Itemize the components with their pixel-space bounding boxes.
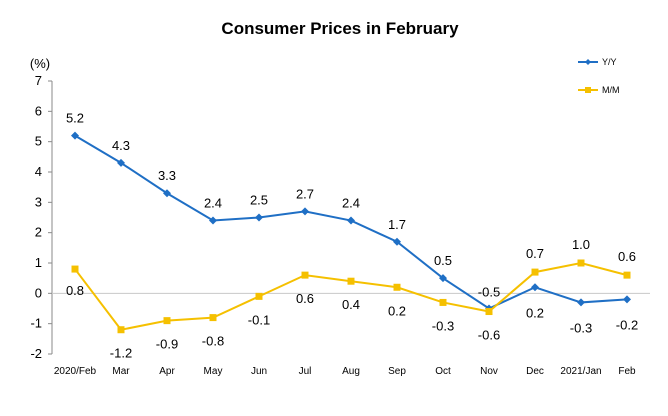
data-point	[577, 259, 585, 267]
data-point	[439, 274, 447, 283]
y-tick-label: 2	[35, 225, 42, 240]
data-label: 0.7	[526, 246, 544, 261]
data-point	[71, 131, 79, 140]
x-tick-label: Sep	[388, 366, 406, 377]
data-point	[163, 317, 171, 325]
data-label: 1.7	[388, 217, 406, 232]
axes: 7 6 5 4 3 2 1 0 -1 -2 2020/Feb Mar Apr May Jun Jul Aug Se…	[30, 73, 650, 377]
data-point	[623, 295, 631, 304]
y-tick-label: -2	[30, 346, 42, 361]
data-point	[393, 283, 401, 291]
data-label: 0.2	[526, 305, 544, 320]
data-point	[163, 189, 171, 198]
data-point	[301, 271, 309, 279]
data-label: -0.2	[616, 317, 638, 332]
data-label: -0.3	[432, 318, 454, 333]
data-label: 2.5	[250, 193, 268, 208]
data-point	[209, 314, 217, 322]
x-tick-label: May	[204, 366, 223, 377]
y-tick-label: 0	[35, 285, 42, 300]
data-label: 0.4	[342, 297, 360, 312]
data-label: -0.5	[478, 285, 500, 300]
data-point	[531, 283, 539, 292]
data-label: 0.8	[66, 283, 84, 298]
data-label: 4.3	[112, 138, 130, 153]
series-layer: 5.2 4.3 3.3 2.4 2.5 2.7 2.4 1.7 0.5 -0.5 0.2 -0.3 -0…	[66, 111, 638, 361]
data-point	[347, 216, 355, 225]
x-tick-label: Feb	[618, 366, 636, 377]
legend-entry: Y/Y	[578, 57, 617, 67]
data-label: 0.6	[296, 291, 314, 306]
y-axis-unit-label: (%)	[30, 56, 50, 71]
data-point	[577, 298, 585, 307]
x-tick-label: Aug	[342, 366, 360, 377]
legend-label: Y/Y	[602, 57, 617, 67]
data-label: 0.5	[434, 253, 452, 268]
data-label: 3.3	[158, 168, 176, 183]
data-label: 2.7	[296, 186, 314, 201]
x-tick-label: Apr	[159, 366, 175, 377]
data-point	[485, 308, 493, 316]
y-tick-label: 3	[35, 194, 42, 209]
data-label: -0.3	[570, 320, 592, 335]
data-point	[623, 271, 631, 279]
x-tick-label: Oct	[435, 366, 451, 377]
data-label: 1.0	[572, 237, 590, 252]
data-point	[209, 216, 217, 225]
data-point	[117, 158, 125, 167]
data-label: 2.4	[342, 196, 360, 211]
x-tick-label: 2020/Feb	[54, 366, 97, 377]
x-tick-label: Mar	[112, 366, 130, 377]
data-point	[531, 268, 539, 276]
data-label: -0.8	[202, 334, 224, 349]
y-tick-label: 1	[35, 255, 42, 270]
data-point	[393, 237, 401, 246]
data-label: 0.6	[618, 249, 636, 264]
y-tick-label: 4	[35, 164, 42, 179]
legend: Y/Y M/M	[578, 57, 620, 95]
data-label: -1.2	[110, 346, 132, 361]
y-tick-label: 5	[35, 134, 42, 149]
y-tick-label: 6	[35, 103, 42, 118]
series-yy: 5.2 4.3 3.3 2.4 2.5 2.7 2.4 1.7 0.5 -0.5 0.2 -0.3 -0…	[66, 111, 638, 336]
data-point	[117, 326, 125, 334]
legend-entry: M/M	[578, 85, 620, 95]
y-tick-label: 7	[35, 73, 42, 88]
data-label: 2.4	[204, 196, 222, 211]
data-label: -0.1	[248, 312, 270, 327]
legend-marker	[585, 59, 591, 65]
data-point	[301, 207, 309, 216]
x-tick-label: Jun	[251, 366, 267, 377]
x-tick-label: Dec	[526, 366, 544, 377]
legend-marker	[585, 87, 591, 93]
data-point	[439, 298, 447, 306]
data-label: 5.2	[66, 111, 84, 126]
x-tick-label: 2021/Jan	[560, 366, 601, 377]
x-tick-label: Nov	[480, 366, 498, 377]
data-label: -0.6	[478, 328, 500, 343]
data-label: -0.9	[156, 337, 178, 352]
data-point	[71, 265, 79, 273]
data-point	[347, 277, 355, 285]
legend-label: M/M	[602, 85, 620, 95]
x-tick-label: Jul	[299, 366, 312, 377]
data-point	[255, 292, 263, 300]
data-label: 0.2	[388, 303, 406, 318]
series-mm: 0.8 -1.2 -0.9 -0.8 -0.1 0.6 0.4 0.2 -0.3 -0.6 0.7 1…	[66, 237, 636, 361]
chart-title: Consumer Prices in February	[221, 19, 459, 38]
y-tick-label: -1	[30, 316, 42, 331]
data-point	[255, 213, 263, 222]
